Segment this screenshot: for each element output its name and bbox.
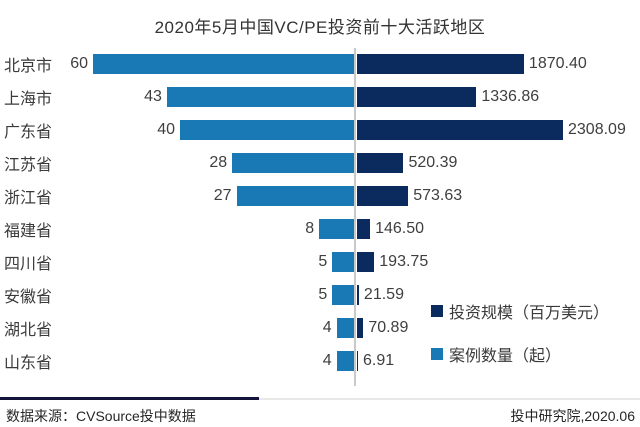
case-count-bar	[336, 350, 354, 371]
case-count-value: 4	[322, 318, 332, 336]
data-source-text: 数据来源：CVSource投中数据	[6, 408, 196, 424]
case-count-value: 28	[209, 153, 228, 171]
chart-row: 上海市 43 1336.86	[0, 80, 640, 113]
investment-scale-value: 1336.86	[481, 87, 540, 105]
category-label: 湖北省	[4, 321, 53, 339]
investment-scale-bar	[357, 53, 524, 74]
case-count-bar	[332, 284, 354, 305]
category-label: 四川省	[4, 255, 53, 273]
case-count-bar	[319, 218, 354, 239]
case-count-value: 4	[322, 351, 332, 369]
legend-item-case-count: 案例数量（起）	[431, 344, 609, 365]
right-bar-zone: 21.59	[357, 278, 640, 311]
chart-row: 安徽省 5 21.59	[0, 278, 640, 311]
category-label: 福建省	[4, 222, 53, 240]
case-count-value: 43	[144, 87, 162, 105]
chart-title: 2020年5月中国VC/PE投资前十大活跃地区	[154, 18, 486, 37]
investment-scale-bar	[357, 185, 409, 206]
legend-label-investment: 投资规模（百万美元）	[449, 305, 610, 322]
category-label: 山东省	[4, 354, 53, 372]
publisher-text: 投中研究院,2020.06	[510, 408, 636, 424]
left-bar-zone: 5	[0, 245, 354, 278]
center-axis-line	[354, 48, 356, 386]
legend-swatch-investment-icon	[431, 305, 443, 317]
investment-scale-bar	[357, 119, 563, 140]
category-label: 江苏省	[4, 156, 53, 174]
category-label: 浙江省	[4, 189, 53, 207]
right-bar-zone: 146.50	[357, 212, 640, 245]
investment-scale-bar	[357, 251, 375, 272]
case-count-value: 27	[213, 186, 232, 204]
left-bar-zone: 4	[0, 311, 354, 344]
investment-scale-value: 1870.40	[528, 54, 587, 72]
investment-scale-bar	[357, 350, 358, 371]
investment-scale-value: 21.59	[363, 285, 404, 303]
chart-row: 福建省 8 146.50	[0, 212, 640, 245]
left-bar-zone: 40	[0, 113, 354, 146]
legend: 投资规模（百万美元） 案例数量（起）	[431, 301, 609, 387]
category-label: 上海市	[4, 90, 53, 108]
investment-scale-bar	[357, 86, 477, 107]
right-bar-zone: 193.75	[357, 245, 640, 278]
right-bar-zone: 70.89	[357, 311, 640, 344]
investment-scale-value: 2308.09	[568, 120, 626, 138]
category-label: 广东省	[4, 123, 53, 141]
left-bar-zone: 4	[0, 344, 354, 377]
chart-row: 山东省 4 6.91	[0, 344, 640, 377]
left-bar-zone: 8	[0, 212, 354, 245]
right-bar-zone: 1870.40	[357, 47, 640, 80]
left-bar-zone: 28	[0, 146, 354, 179]
investment-scale-value: 70.89	[368, 318, 409, 336]
right-bar-zone: 573.63	[357, 179, 640, 212]
investment-scale-bar	[357, 317, 364, 338]
case-count-value: 60	[70, 54, 88, 72]
footer-divider-light	[259, 398, 640, 400]
left-bar-zone: 60	[0, 47, 354, 80]
right-bar-zone: 1336.86	[357, 80, 640, 113]
case-count-bar	[93, 53, 354, 74]
case-count-bar	[232, 152, 354, 173]
legend-label-case-count: 案例数量（起）	[449, 348, 562, 365]
case-count-bar	[166, 86, 354, 107]
case-count-bar	[336, 317, 354, 338]
investment-scale-bar	[357, 152, 404, 173]
case-count-bar	[332, 251, 354, 272]
investment-scale-value: 6.91	[363, 351, 395, 369]
chart-row: 广东省 40 2308.09	[0, 113, 640, 146]
case-count-value: 5	[318, 252, 328, 270]
chart-rows: 北京市 60 1870.40 上海市 43 1336.86 广东省 40 2308.09 江苏省 2…	[0, 47, 640, 377]
chart-row: 湖北省 4 70.89	[0, 311, 640, 344]
chart-row: 江苏省 28 520.39	[0, 146, 640, 179]
right-bar-zone: 2308.09	[357, 113, 640, 146]
case-count-bar	[180, 119, 354, 140]
category-label: 安徽省	[4, 288, 53, 306]
case-count-value: 5	[318, 285, 328, 303]
investment-scale-value: 193.75	[379, 252, 429, 270]
left-bar-zone: 43	[0, 80, 354, 113]
legend-item-investment-scale: 投资规模（百万美元）	[431, 301, 610, 322]
case-count-value: 8	[305, 219, 315, 237]
case-count-bar	[236, 185, 354, 206]
left-bar-zone: 5	[0, 278, 354, 311]
category-label: 北京市	[4, 57, 53, 75]
investment-scale-value: 573.63	[413, 186, 463, 204]
investment-scale-value: 520.39	[408, 153, 458, 171]
left-bar-zone: 27	[0, 179, 354, 212]
right-bar-zone: 520.39	[357, 146, 640, 179]
chart-row: 浙江省 27 573.63	[0, 179, 640, 212]
investment-scale-bar	[357, 218, 371, 239]
investment-scale-bar	[357, 284, 359, 305]
footer-divider-dark	[0, 397, 259, 400]
right-bar-zone: 6.91	[357, 344, 640, 377]
legend-swatch-case-count-icon	[431, 348, 443, 360]
investment-scale-value: 146.50	[375, 219, 424, 237]
chart-row: 四川省 5 193.75	[0, 245, 640, 278]
chart-row: 北京市 60 1870.40	[0, 47, 640, 80]
case-count-value: 40	[157, 120, 175, 138]
